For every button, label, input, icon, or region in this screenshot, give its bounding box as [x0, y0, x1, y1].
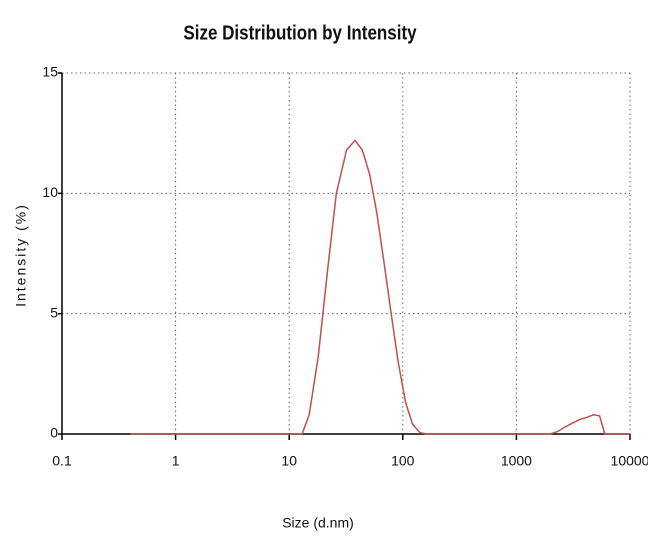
y-tick-label: 10 [42, 184, 58, 200]
y-tick-label: 5 [50, 304, 58, 320]
x-axis-label: Size (d.nm) [282, 515, 354, 531]
x-tick-label: 100 [391, 453, 415, 469]
y-tick-label: 0 [50, 425, 58, 441]
x-tick-label: 10 [281, 453, 297, 469]
x-tick-label: 0.1 [52, 453, 72, 469]
data-line [130, 139, 630, 435]
x-tick-label: 1 [172, 453, 180, 469]
x-tick-label: 1000 [501, 453, 532, 469]
y-axis-label: Intensity (%) [13, 203, 29, 307]
x-tick-label: 10000 [611, 453, 648, 469]
chart-title: Size Distribution by Intensity [183, 21, 417, 44]
y-tick-label: 15 [42, 64, 58, 80]
